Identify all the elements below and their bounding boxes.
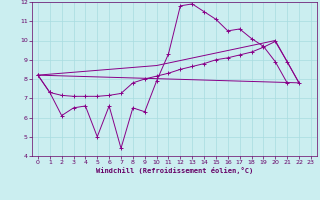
- X-axis label: Windchill (Refroidissement éolien,°C): Windchill (Refroidissement éolien,°C): [96, 167, 253, 174]
